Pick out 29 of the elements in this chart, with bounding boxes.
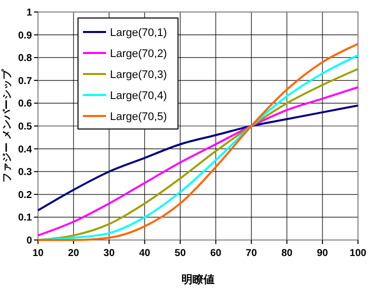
x-tick-label: 80 [281, 248, 293, 259]
x-tick-label: 40 [139, 248, 151, 259]
legend-label: Large(70,2) [110, 48, 167, 60]
y-tick-label: 0.1 [18, 212, 32, 224]
legend-label: Large(70,1) [110, 27, 167, 39]
y-axis-title: ファジー メンバーシップ [1, 68, 13, 182]
y-tick-label: 1 [26, 8, 32, 18]
x-tick-label: 100 [350, 248, 367, 259]
legend-label: Large(70,4) [110, 90, 167, 102]
y-tick-label: 0.3 [18, 167, 32, 178]
x-tick-label: 60 [210, 248, 222, 259]
y-tick-label: 0.9 [18, 30, 32, 42]
y-tick-label: 0.2 [18, 190, 32, 201]
x-tick-label: 20 [68, 248, 80, 259]
y-tick-label: 0.8 [18, 53, 32, 64]
y-tick-label: 0 [26, 236, 32, 246]
x-tick-label: 30 [104, 248, 116, 259]
y-tick-label: 0.7 [18, 76, 32, 87]
legend-label: Large(70,3) [110, 69, 167, 81]
x-tick-label: 10 [32, 248, 44, 259]
x-axis-title: 明瞭値 [182, 273, 214, 286]
y-tick-label: 0.4 [18, 144, 32, 156]
x-tick-label: 50 [174, 248, 186, 259]
y-tick-label: 0.6 [18, 98, 32, 110]
line-series [37, 104, 359, 212]
y-tick-label: 0.5 [18, 122, 32, 132]
legend-label: Large(70,5) [110, 111, 167, 123]
x-tick-label: 90 [316, 248, 328, 259]
x-tick-label: 70 [246, 248, 258, 259]
